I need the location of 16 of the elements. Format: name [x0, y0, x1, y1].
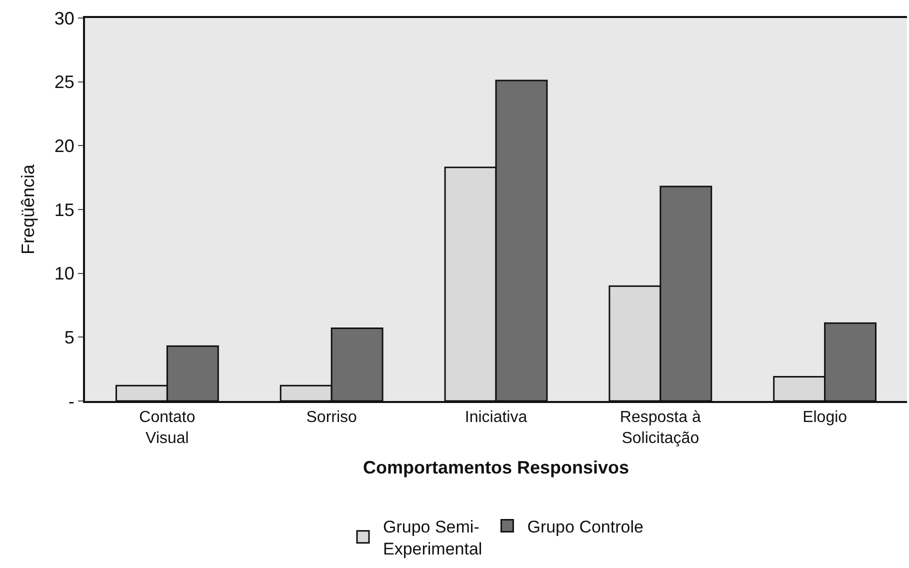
y-tick-label: 15 [54, 200, 74, 220]
x-axis-title: Comportamentos Responsivos [362, 458, 630, 478]
x-tick-label: Resposta à Solicitação [620, 409, 701, 447]
y-tick-label: 5 [64, 327, 74, 348]
x-tick-label: Iniciativa [464, 409, 528, 426]
legend-label: Grupo Semi-Experimental [383, 517, 482, 559]
y-tick-label: 20 [54, 136, 74, 156]
y-tick-label: 10 [54, 264, 74, 284]
x-tick-label: Elogio [802, 409, 848, 426]
y-tick-label: 25 [54, 72, 74, 92]
y-tick-label: 30 [54, 8, 74, 28]
legend-label: Grupo Controle [527, 517, 644, 536]
y-tick-label: - [68, 391, 74, 412]
x-tick-label: Contato Visual [139, 409, 196, 447]
x-tick-label: Sorriso [306, 409, 358, 426]
y-axis-title: Freqüência [18, 163, 38, 255]
